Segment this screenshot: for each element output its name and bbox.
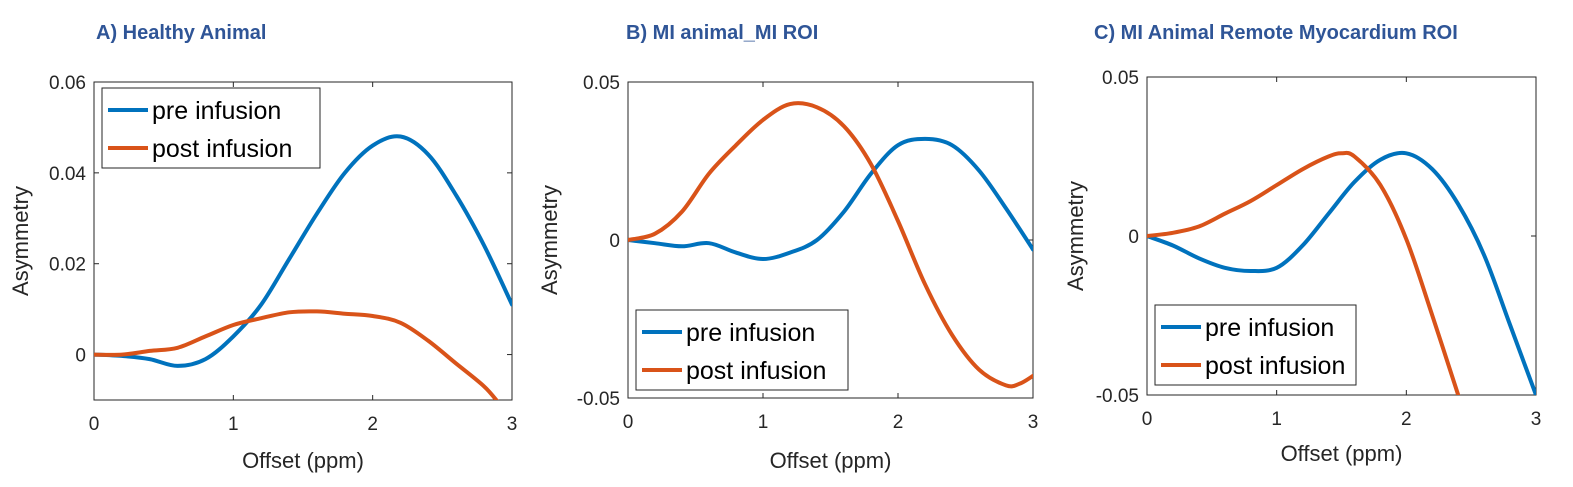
x-tick-label: 1 [758,412,769,433]
y-tick-label: 0.05 [1102,68,1139,89]
x-tick-label: 1 [228,414,239,435]
series-line-pre [628,136,1033,261]
y-axis-label: Asymmetry [8,186,33,296]
series-group [1147,150,1536,395]
legend-box [101,87,321,169]
x-axis-label: Offset (ppm) [770,448,892,473]
x-tick-label: 3 [507,414,518,435]
x-tick-label: 2 [1401,409,1412,430]
series-line-post [1147,150,1461,395]
y-tick-label: 0.06 [49,73,86,94]
legend-label: post infusion [686,357,826,385]
legend-label: pre infusion [152,97,281,125]
series-line-pre [1147,150,1536,395]
x-tick-label: 2 [893,412,904,433]
x-tick-label: 0 [623,412,634,433]
x-tick-label: 2 [367,414,378,435]
y-tick-label: 0 [75,346,86,367]
x-axis-label: Offset (ppm) [1281,441,1403,466]
series-group [628,101,1033,389]
y-tick-label: 0 [609,231,620,252]
y-tick-label: -0.05 [577,389,620,410]
y-axis-label: Asymmetry [537,185,562,295]
x-tick-label: 1 [1271,409,1282,430]
y-axis-label: Asymmetry [1063,181,1088,291]
series-line-pre [94,134,512,368]
y-tick-label: 0.05 [583,73,620,94]
y-tick-label: 0 [1128,227,1139,248]
panel-title-a: A) Healthy Animal [96,22,267,44]
series-line-post [94,309,499,400]
panel-title-b: B) MI animal_MI ROI [626,22,819,44]
series-line-post [628,101,1033,389]
y-tick-label: -0.05 [1096,386,1139,407]
x-axis-label: Offset (ppm) [242,448,364,473]
chart-panel-0: 0 1 2 3 0 0.02 0.04 0.06 Offset (ppm) Asymmetry pr… [8,73,517,473]
legend-label: post infusion [152,135,292,163]
series-group [94,134,512,400]
y-tick-label: 0.02 [49,255,86,276]
legend-box [1154,304,1357,386]
panel-title-c: C) MI Animal Remote Myocardium ROI [1094,22,1458,44]
x-tick-label: 0 [89,414,100,435]
legend-label: post infusion [1205,352,1345,380]
legend-box [635,309,849,391]
legend-label: pre infusion [686,319,815,347]
x-tick-label: 0 [1142,409,1153,430]
x-tick-label: 3 [1028,412,1039,433]
x-tick-label: 3 [1531,409,1542,430]
y-tick-label: 0.04 [49,164,86,185]
legend-label: pre infusion [1205,314,1334,342]
